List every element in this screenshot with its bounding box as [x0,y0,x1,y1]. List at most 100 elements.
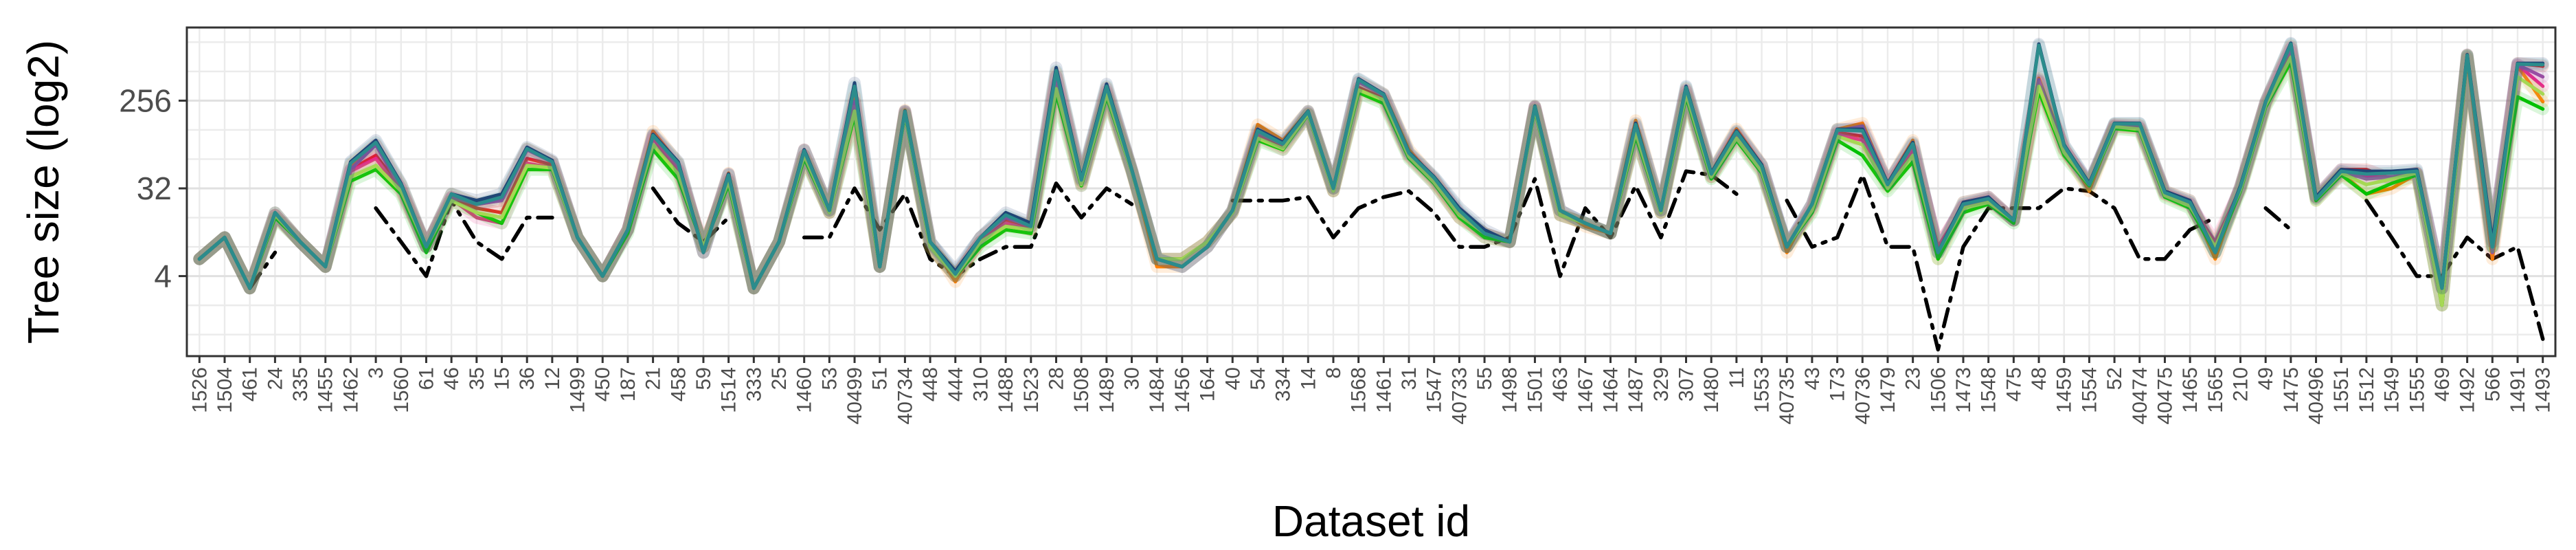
series-line [197,42,2545,290]
x-tick-label: 54 [1247,367,1269,390]
x-tick-label: 450 [591,367,614,402]
x-axis-title: Dataset id [1272,496,1470,546]
x-tick-label: 1514 [718,367,741,413]
x-tick-label: 1560 [390,367,413,413]
x-tick-label: 53 [818,367,841,390]
x-tick-label: 40496 [2305,367,2328,424]
x-tick-label: 28 [1045,367,1067,390]
x-tick-label: 40733 [1448,367,1471,424]
x-tick-label: 458 [667,367,690,402]
x-tick-label: 1526 [188,367,211,413]
x-tick-label: 30 [1121,367,1144,390]
x-tick-label: 310 [969,367,992,402]
x-tick-label: 1504 [214,367,236,413]
x-tick-label: 48 [2028,367,2050,390]
x-tick-label: 31 [1398,367,1421,390]
x-tick-label: 1506 [1927,367,1950,413]
x-tick-label: 1464 [1599,367,1622,413]
x-tick-label: 40736 [1851,367,1874,424]
x-tick-label: 307 [1675,367,1698,402]
x-tick-label: 1547 [1423,367,1446,413]
x-tick-label: 1555 [2406,367,2428,413]
y-axis: 4 32 256 [119,82,187,294]
x-tick-label: 1565 [2204,367,2227,413]
x-tick-label: 1493 [2532,367,2555,413]
x-tick-label: 1553 [1751,367,1774,413]
x-tick-label: 40 [1221,367,1244,390]
plot-border [185,26,2557,358]
x-tick-label: 21 [642,367,665,390]
x-tick-label: 1523 [1020,367,1043,413]
x-tick-label: 334 [1272,367,1295,402]
x-tick-label: 46 [440,367,463,390]
x-tick-label: 1549 [2381,367,2404,413]
x-tick-label: 1568 [1348,367,1370,413]
x-tick-label: 1479 [1877,367,1899,413]
x-tick-label: 35 [466,367,488,390]
x-tick-label: 40499 [844,367,866,424]
x-tick-label: 1456 [1171,367,1194,413]
x-tick-label: 469 [2431,367,2454,402]
y-axis-title: Tree size (log2) [19,40,68,344]
x-tick-label: 40735 [1776,367,1798,424]
x-tick-label: 164 [1197,367,1219,402]
x-tick-label: 1462 [339,367,362,413]
x-tick-label: 1488 [995,367,1017,413]
x-tick-label: 1465 [2179,367,2202,413]
x-tick-label: 1487 [1625,367,1647,413]
x-tick-label: 1512 [2355,367,2378,413]
x-tick-label: 43 [1801,367,1824,390]
x-tick-label: 173 [1827,367,1849,402]
x-tick-label: 1548 [1978,367,2000,413]
x-tick-label: 1498 [1499,367,1522,413]
x-tick-label: 8 [1322,367,1345,379]
x-tick-label: 333 [743,367,765,402]
x-tick-label: 1551 [2330,367,2353,413]
x-tick-label: 448 [919,367,942,402]
x-tick-label: 210 [2229,367,2252,402]
y-tick-label: 32 [137,170,172,206]
x-tick-label: 3 [365,367,387,379]
x-tick-label: 1492 [2456,367,2479,413]
x-tick-label: 23 [1902,367,1925,390]
plot-panel [187,28,2555,356]
x-tick-label: 187 [617,367,640,402]
x-tick-label: 1459 [2053,367,2076,413]
x-tick-label: 1461 [1372,367,1395,413]
x-tick-label: 1501 [1524,367,1546,413]
x-tick-label: 40474 [2129,367,2151,424]
x-tick-label: 566 [2481,367,2504,402]
x-tick-label: 335 [289,367,312,402]
x-tick-label: 12 [541,367,564,390]
x-tick-label: 15 [491,367,514,390]
x-tick-label: 1491 [2507,367,2529,413]
y-tick-label: 256 [119,82,172,118]
x-tick-label: 1460 [793,367,816,413]
x-tick-label: 55 [1473,367,1496,390]
x-tick-label: 1467 [1574,367,1597,413]
y-tick-label: 4 [154,258,172,294]
x-tick-label: 329 [1650,367,1673,402]
x-tick-label: 463 [1549,367,1572,402]
x-tick-label: 52 [2103,367,2126,390]
x-tick-label: 1554 [2078,367,2101,413]
x-tick-label: 61 [415,367,438,390]
x-tick-label: 49 [2255,367,2277,390]
x-tick-label: 475 [2002,367,2025,402]
x-tick-label: 24 [264,367,286,390]
x-tick-label: 1475 [2280,367,2303,413]
x-tick-label: 36 [516,367,539,390]
x-tick-label: 1489 [1096,367,1118,413]
x-tick-label: 1473 [1952,367,1975,413]
x-tick-label: 51 [869,367,892,390]
x-tick-label: 25 [768,367,791,390]
x-tick-label: 1455 [315,367,337,413]
x-tick-label: 461 [239,367,262,402]
x-tick-label: 1484 [1146,367,1168,413]
x-tick-label: 1480 [1700,367,1723,413]
x-tick-label: 59 [692,367,715,390]
x-tick-label: 11 [1726,367,1748,388]
series-layer [193,36,2549,352]
x-tick-label: 14 [1297,367,1320,390]
x-tick-label: 1499 [567,367,589,413]
